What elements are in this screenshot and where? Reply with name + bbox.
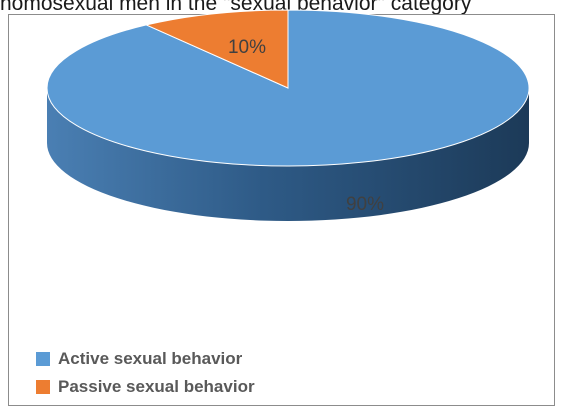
figure-caption: homosexual men in the "sexual behavior" … — [0, 0, 472, 15]
legend-label-passive: Passive sexual behavior — [58, 377, 255, 396]
legend-swatch-passive — [36, 380, 50, 394]
pie-side-active — [47, 88, 529, 221]
pie-slice-passive — [144, 9, 289, 89]
legend-swatch-active — [36, 352, 50, 366]
data-label-passive: 10% — [228, 37, 266, 58]
chart-legend: Active sexual behavior Passive sexual be… — [36, 345, 255, 401]
legend-item-passive: Passive sexual behavior — [36, 373, 255, 401]
legend-item-active: Active sexual behavior — [36, 345, 255, 373]
data-label-active: 90% — [346, 194, 384, 215]
legend-label-active: Active sexual behavior — [58, 349, 243, 368]
